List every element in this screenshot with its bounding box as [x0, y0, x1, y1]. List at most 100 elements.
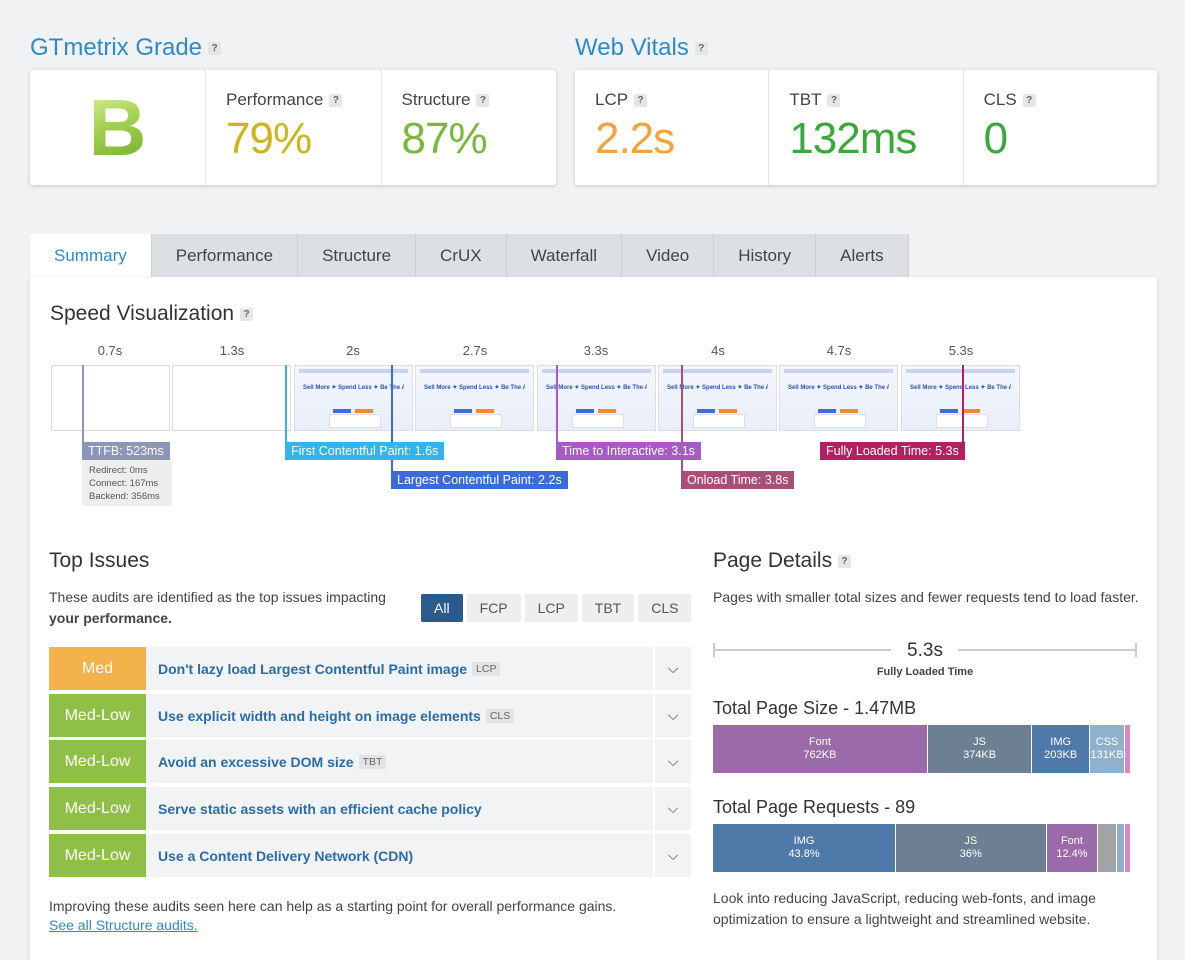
tab-alerts[interactable]: Alerts: [816, 234, 909, 277]
requests-segment[interactable]: IMG 43.8%: [713, 824, 897, 872]
filmstrip-frame[interactable]: Sell More ✦ Spend Less ✦ Be The Authorit…: [779, 365, 898, 431]
lcp-metric: LCP? 2.2s: [575, 70, 768, 185]
segment-name: Font: [808, 736, 831, 748]
requests-segment[interactable]: JS 36%: [896, 824, 1047, 872]
filmstrip-frame[interactable]: Sell More ✦ Spend Less ✦ Be The Authorit…: [658, 365, 777, 431]
issue-tag: CLS: [485, 708, 515, 723]
segment-value: 43.8%: [788, 848, 820, 860]
filmstrip-frame[interactable]: Sell More ✦ Spend Less ✦ Be The Authorit…: [294, 365, 413, 431]
timeline-tick: 3.3s: [583, 343, 609, 358]
size-segment[interactable]: JS 374KB: [927, 725, 1033, 773]
page-details-title: Page Details?: [713, 549, 852, 573]
tbt-metric: TBT? 132ms: [768, 70, 962, 185]
fully-loaded-marker-line: [962, 365, 964, 443]
size-segment[interactable]: Font 762KB: [713, 725, 928, 773]
segment-value: 762KB: [803, 749, 837, 761]
tti-marker: Time to Interactive: 3.1s: [556, 442, 701, 460]
size-segment[interactable]: IMG 203KB: [1032, 725, 1091, 773]
segment-name: Font: [1060, 835, 1083, 847]
timeline-tick: 2s: [346, 343, 360, 358]
severity-badge: Med-Low: [49, 740, 146, 783]
tab-waterfall[interactable]: Waterfall: [506, 234, 623, 277]
help-icon[interactable]: ?: [476, 94, 490, 108]
filmstrip-frame[interactable]: Sell More ✦ Spend Less ✦ Be The Authorit…: [901, 365, 1020, 431]
requests-segment[interactable]: [1117, 824, 1125, 872]
page-requests-bar: IMG 43.8% JS 36% Font 12.4%: [713, 824, 1131, 872]
segment-name: JS: [973, 736, 987, 748]
issue-tag: TBT: [358, 754, 387, 769]
severity-badge: Med-Low: [49, 787, 146, 830]
see-structure-audits-link[interactable]: See all Structure audits.: [49, 917, 198, 933]
requests-segment[interactable]: [1098, 824, 1118, 872]
segment-name: IMG: [1050, 736, 1072, 748]
segment-value: 131KB: [1090, 749, 1124, 761]
severity-badge: Med: [49, 647, 146, 690]
filmstrip-frame[interactable]: [172, 365, 291, 431]
issue-row[interactable]: Med-Low Serve static assets with an effi…: [49, 787, 691, 830]
requests-segment[interactable]: Font 12.4%: [1046, 824, 1099, 872]
timeline-tick: 1.3s: [219, 343, 245, 358]
issue-row[interactable]: Med-Low Use a Content Delivery Network (…: [49, 834, 691, 877]
performance-metric: Performance? 79%: [205, 70, 381, 185]
help-icon[interactable]: ?: [634, 94, 648, 108]
issue-title[interactable]: Avoid an excessive DOM size: [158, 753, 354, 770]
tab-video[interactable]: Video: [622, 234, 715, 277]
issue-title[interactable]: Use a Content Delivery Network (CDN): [158, 847, 414, 864]
grade-letter: B: [88, 82, 147, 172]
issue-row[interactable]: Med-Low Avoid an excessive DOM size TBT ⌵: [49, 740, 691, 783]
total-page-size-title: Total Page Size - 1.47MB: [713, 698, 917, 718]
filter-cls[interactable]: CLS: [638, 594, 692, 622]
chevron-down-icon[interactable]: ⌵: [653, 834, 691, 877]
help-icon[interactable]: ?: [329, 94, 343, 108]
chevron-down-icon[interactable]: ⌵: [653, 694, 691, 737]
issues-footer-text: Improving these audits seen here can hel…: [49, 898, 617, 914]
issue-filter: All FCP LCP TBT CLS: [421, 594, 692, 622]
size-segment[interactable]: [1125, 725, 1131, 773]
page-details-description: Pages with smaller total sizes and fewer…: [713, 589, 1139, 605]
tab-history[interactable]: History: [714, 234, 817, 277]
tab-crux[interactable]: CrUX: [416, 234, 507, 277]
help-icon[interactable]: ?: [1022, 94, 1036, 108]
gtmetrix-grade-title: GTmetrix Grade?: [30, 34, 222, 62]
filmstrip-frame[interactable]: Sell More ✦ Spend Less ✦ Be The Authorit…: [415, 365, 534, 431]
filter-fcp[interactable]: FCP: [466, 594, 521, 622]
lcp-marker: Largest Contentful Paint: 2.2s: [391, 471, 568, 489]
fully-loaded-marker: Fully Loaded Time: 5.3s: [820, 442, 965, 460]
issue-title[interactable]: Use explicit width and height on image e…: [158, 707, 481, 724]
tab-summary[interactable]: Summary: [30, 234, 152, 277]
help-icon[interactable]: ?: [694, 42, 708, 56]
performance-value: 79%: [226, 114, 312, 163]
top-issues-title: Top Issues: [49, 549, 150, 572]
onload-marker-line: [681, 365, 683, 472]
fcp-marker-line: [285, 365, 287, 443]
help-icon[interactable]: ?: [240, 307, 254, 321]
segment-name: IMG: [793, 835, 815, 847]
filter-all[interactable]: All: [421, 594, 463, 622]
filter-tbt[interactable]: TBT: [581, 594, 635, 622]
tab-structure[interactable]: Structure: [298, 234, 417, 277]
help-icon[interactable]: ?: [838, 554, 852, 568]
help-icon[interactable]: ?: [827, 94, 841, 108]
chevron-down-icon[interactable]: ⌵: [653, 647, 691, 690]
requests-segment[interactable]: [1124, 824, 1131, 872]
issue-row[interactable]: Med-Low Use explicit width and height on…: [49, 694, 691, 737]
issue-row[interactable]: Med Don't lazy load Largest Contentful P…: [49, 647, 691, 690]
ttfb-marker: TTFB: 523ms: [82, 442, 170, 460]
chevron-down-icon[interactable]: ⌵: [653, 740, 691, 783]
structure-metric: Structure? 87%: [380, 70, 557, 185]
filmstrip-frame[interactable]: [51, 365, 170, 431]
help-icon[interactable]: ?: [208, 42, 222, 56]
filmstrip-frame[interactable]: Sell More ✦ Spend Less ✦ Be The Authorit…: [537, 365, 656, 431]
segment-name: CSS: [1095, 736, 1119, 748]
tti-marker-line: [556, 365, 558, 443]
segment-value: 203KB: [1044, 749, 1078, 761]
segment-value: 12.4%: [1056, 848, 1088, 860]
issue-title[interactable]: Serve static assets with an efficient ca…: [158, 800, 482, 817]
issue-title[interactable]: Don't lazy load Largest Contentful Paint…: [158, 660, 468, 677]
timeline-tick: 0.7s: [97, 343, 123, 358]
tab-performance[interactable]: Performance: [151, 234, 299, 277]
filter-lcp[interactable]: LCP: [524, 594, 578, 622]
report-tabs: Summary Performance Structure CrUX Water…: [30, 234, 909, 277]
chevron-down-icon[interactable]: ⌵: [653, 787, 691, 830]
size-segment[interactable]: CSS 131KB: [1090, 725, 1126, 773]
